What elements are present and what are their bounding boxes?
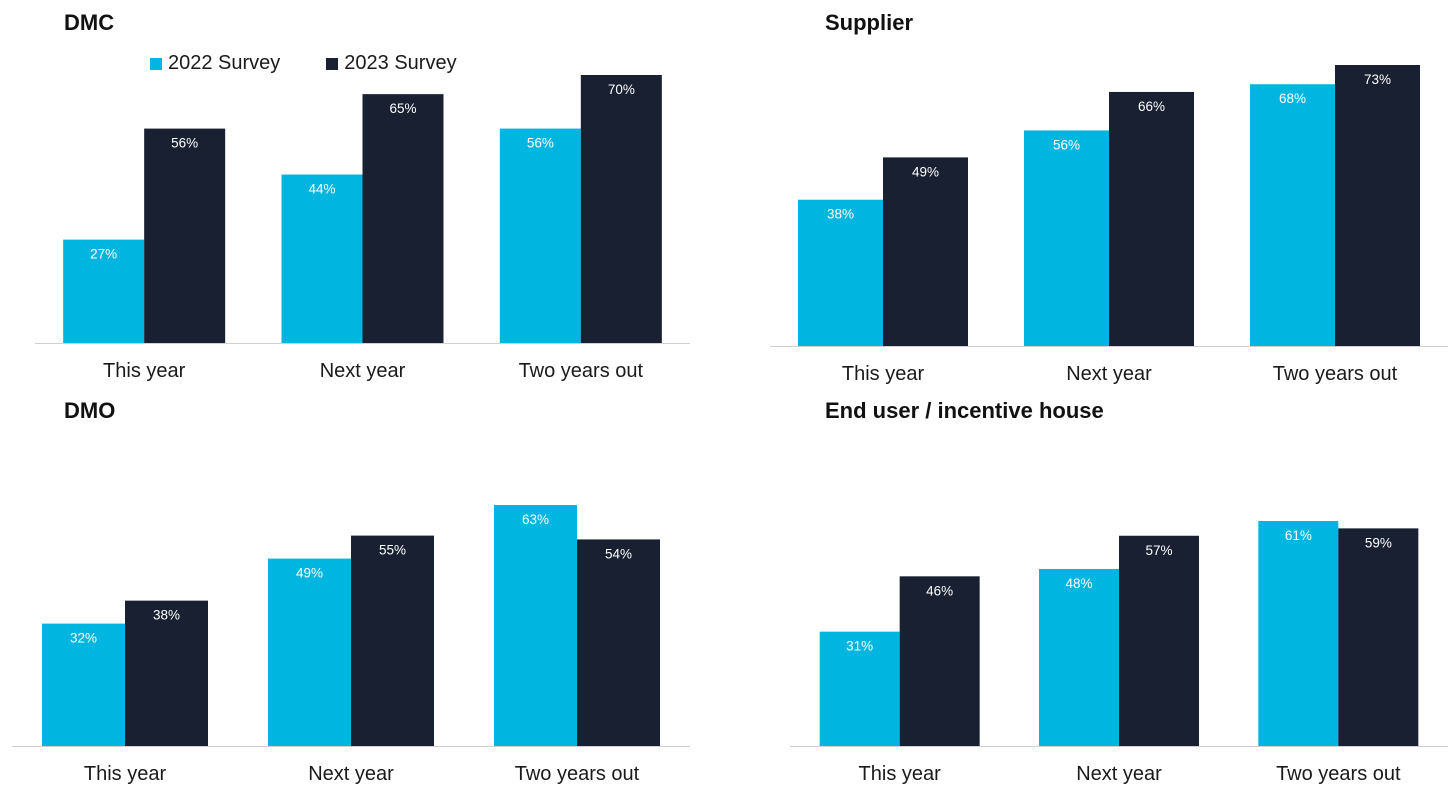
end-user-incentive-house-bar-two-years-out-2023-survey <box>1338 528 1418 746</box>
end-user-incentive-house-data-label-two-years-out-2023-survey: 59% <box>1365 535 1392 550</box>
end-user-incentive-house-data-label-two-years-out-2022-survey: 61% <box>1285 528 1312 543</box>
end-user-incentive-house-bar-next-year-2023-survey <box>1119 536 1199 746</box>
end-user-incentive-house-category-label-two-years-out: Two years out <box>1276 763 1401 785</box>
end-user-incentive-house-bar-next-year-2022-survey <box>1039 569 1119 746</box>
end-user-incentive-house-bar-two-years-out-2022-survey <box>1258 521 1338 746</box>
end-user-incentive-house-data-label-this-year-2023-survey: 46% <box>926 583 953 598</box>
end-user-incentive-house-data-label-next-year-2022-survey: 48% <box>1065 576 1092 591</box>
end-user-incentive-house-data-label-this-year-2022-survey: 31% <box>846 639 873 654</box>
end-user-incentive-house-bar-this-year-2023-survey <box>900 576 980 746</box>
end-user-incentive-house-category-label-next-year: Next year <box>1076 763 1162 785</box>
end-user-incentive-house-category-label-this-year: This year <box>859 763 942 785</box>
end-user-incentive-house-data-label-next-year-2023-survey: 57% <box>1145 543 1172 558</box>
